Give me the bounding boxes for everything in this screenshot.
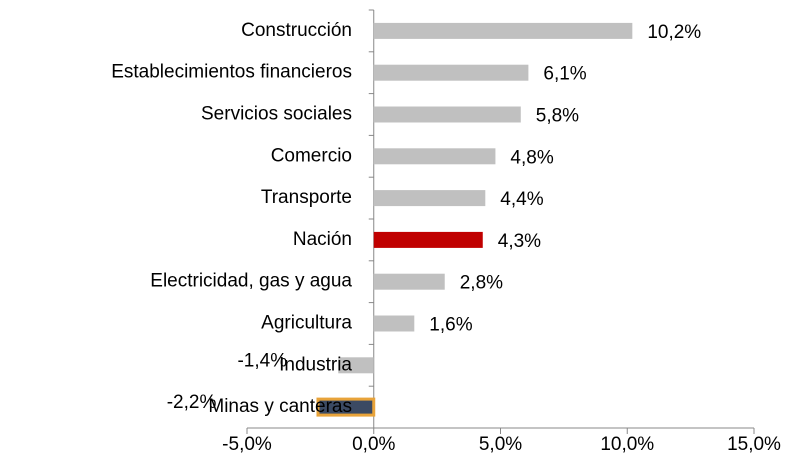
bar — [373, 22, 633, 39]
category-label: Industria — [279, 354, 352, 375]
x-tick-label: -5,0% — [222, 434, 272, 455]
category-label: Electricidad, gas y agua — [150, 271, 352, 292]
category-label: Agricultura — [261, 313, 352, 334]
bar — [373, 315, 415, 332]
category-label: Comercio — [271, 145, 352, 166]
value-label: 4,3% — [498, 231, 541, 252]
bar — [373, 273, 445, 290]
x-tick-label: 5,0% — [479, 434, 522, 455]
value-label: 6,1% — [543, 64, 586, 85]
category-label: Establecimientos financieros — [111, 62, 352, 83]
bar — [373, 231, 483, 248]
x-tick-label: 10,0% — [600, 434, 654, 455]
x-tick-label: 15,0% — [727, 434, 781, 455]
x-tick-label: 0,0% — [352, 434, 395, 455]
bar — [338, 357, 374, 374]
bar — [316, 397, 376, 417]
value-label: 10,2% — [647, 22, 701, 43]
value-label: -1,4% — [237, 350, 287, 371]
value-label: 4,8% — [510, 147, 553, 168]
value-label: 2,8% — [460, 273, 503, 294]
category-label: Nación — [293, 229, 352, 250]
bar — [373, 190, 486, 207]
category-label: Transporte — [261, 187, 352, 208]
value-label: 1,6% — [429, 315, 472, 336]
value-label: -2,2% — [167, 392, 217, 413]
bar — [373, 148, 496, 165]
category-label: Minas y canteras — [208, 396, 352, 417]
value-label: 4,4% — [500, 189, 543, 210]
bar — [373, 106, 521, 123]
category-label: Construcción — [241, 20, 352, 41]
value-label: 5,8% — [536, 106, 579, 127]
bar — [373, 64, 529, 81]
category-label: Servicios sociales — [201, 104, 352, 125]
